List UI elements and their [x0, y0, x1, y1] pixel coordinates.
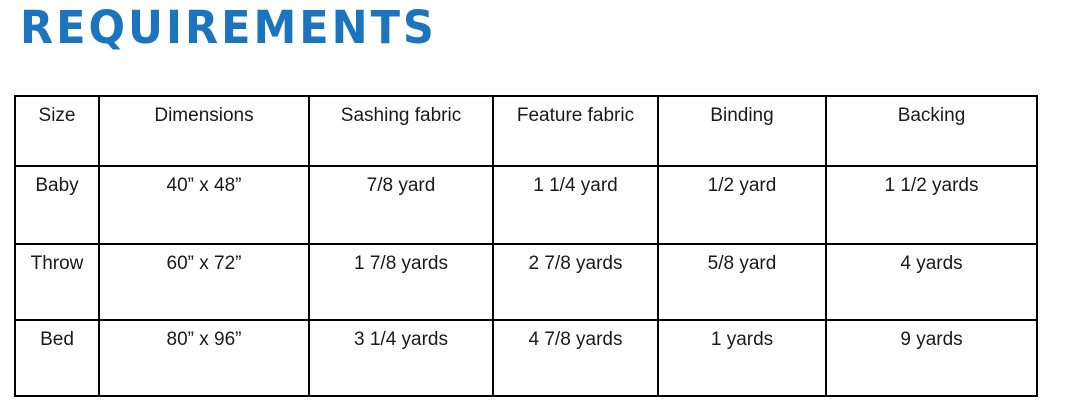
cell-throw-backing: 4 yards: [825, 243, 1038, 321]
cell-throw-binding: 5/8 yard: [657, 243, 827, 321]
cell-throw-dimensions: 60” x 72”: [98, 243, 310, 321]
cell-baby-sashing-fabric: 7/8 yard: [308, 165, 494, 245]
column-header-size: Size: [14, 95, 100, 167]
cell-bed-backing: 9 yards: [825, 319, 1038, 397]
table-row-baby: Baby 40” x 48” 7/8 yard 1 1/4 yard 1/2 y…: [14, 165, 1038, 245]
cell-baby-dimensions: 40” x 48”: [98, 165, 310, 245]
cell-baby-size: Baby: [14, 165, 100, 245]
cell-baby-backing: 1 1/2 yards: [825, 165, 1038, 245]
column-header-feature-fabric: Feature fabric: [492, 95, 659, 167]
cell-bed-size: Bed: [14, 319, 100, 397]
column-header-binding: Binding: [657, 95, 827, 167]
column-header-dimensions: Dimensions: [98, 95, 310, 167]
cell-throw-feature-fabric: 2 7/8 yards: [492, 243, 659, 321]
table-row-bed: Bed 80” x 96” 3 1/4 yards 4 7/8 yards 1 …: [14, 319, 1038, 397]
cell-baby-binding: 1/2 yard: [657, 165, 827, 245]
requirements-table: Size Dimensions Sashing fabric Feature f…: [14, 95, 1038, 397]
table-header-row: Size Dimensions Sashing fabric Feature f…: [14, 95, 1038, 167]
table-row-throw: Throw 60” x 72” 1 7/8 yards 2 7/8 yards …: [14, 243, 1038, 321]
cell-bed-feature-fabric: 4 7/8 yards: [492, 319, 659, 397]
page-title: REQUIREMENTS: [20, 2, 437, 55]
cell-throw-sashing-fabric: 1 7/8 yards: [308, 243, 494, 321]
cell-bed-sashing-fabric: 3 1/4 yards: [308, 319, 494, 397]
column-header-backing: Backing: [825, 95, 1038, 167]
column-header-sashing-fabric: Sashing fabric: [308, 95, 494, 167]
cell-baby-feature-fabric: 1 1/4 yard: [492, 165, 659, 245]
cell-throw-size: Throw: [14, 243, 100, 321]
cell-bed-binding: 1 yards: [657, 319, 827, 397]
cell-bed-dimensions: 80” x 96”: [98, 319, 310, 397]
